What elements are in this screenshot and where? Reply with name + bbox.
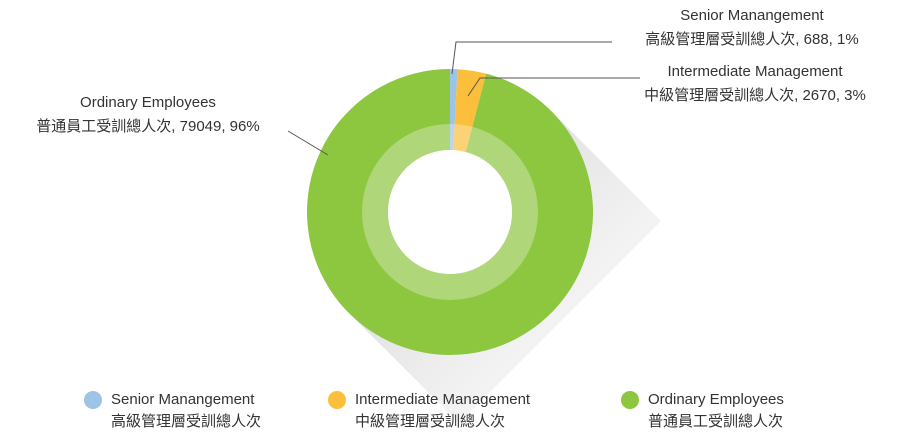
- legend-label: Intermediate Management: [355, 391, 531, 408]
- slice: [450, 69, 458, 151]
- legend-sublabel: 普通員工受訓總人次: [648, 412, 783, 430]
- slice-label-name: Ordinary Employees: [80, 94, 216, 111]
- leader-line: [287, 130, 329, 156]
- slice-label-name: Senior Manangement: [680, 7, 824, 24]
- slice: [307, 69, 593, 355]
- slice: [453, 69, 487, 153]
- slice-value-label: 普通員工受訓總人次, 79049, 96%: [36, 117, 259, 135]
- legend-sublabel: 中級管理層受訓總人次: [355, 412, 505, 430]
- legend-swatch: [84, 391, 102, 409]
- inner-ring: [362, 124, 538, 300]
- hole: [388, 150, 512, 274]
- legend-label: Ordinary Employees: [648, 391, 784, 408]
- slice-value-label: 中級管理層受訓總人次, 2670, 3%: [644, 86, 866, 104]
- slice-label-name: Intermediate Management: [667, 63, 843, 80]
- legend-label: Senior Manangement: [111, 391, 255, 408]
- legend-swatch: [328, 391, 346, 409]
- legend-sublabel: 高級管理層受訓總人次: [111, 412, 261, 430]
- leader-line: [451, 41, 612, 75]
- legend-swatch: [621, 391, 639, 409]
- slice-value-label: 高級管理層受訓總人次, 688, 1%: [645, 30, 858, 48]
- slices: [307, 69, 593, 355]
- leader-line: [467, 77, 640, 97]
- labels: Senior Manangement 高級管理層受訓總人次, 688, 1% Int…: [36, 7, 866, 430]
